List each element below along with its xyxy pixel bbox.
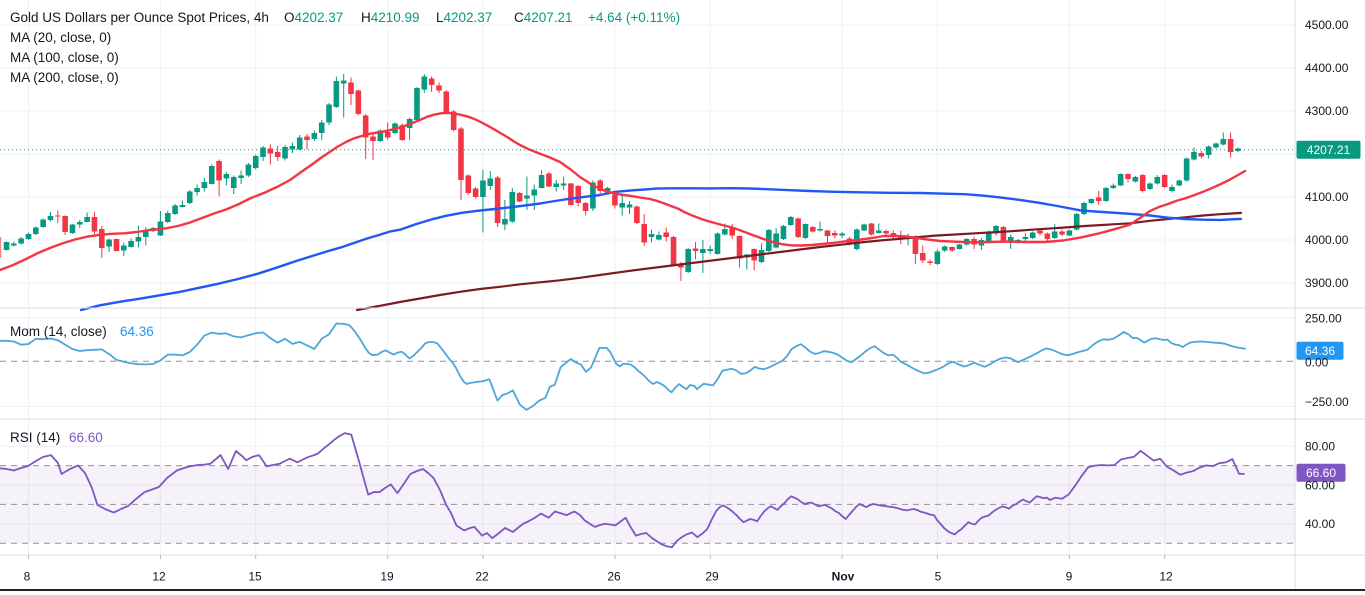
- svg-text:4400.00: 4400.00: [1305, 61, 1349, 75]
- svg-text:Nov: Nov: [832, 570, 855, 584]
- svg-text:4207.21: 4207.21: [1307, 143, 1351, 157]
- svg-text:19: 19: [380, 570, 394, 584]
- svg-text:12: 12: [1159, 570, 1173, 584]
- svg-text:64.36: 64.36: [120, 324, 154, 339]
- svg-text:40.00: 40.00: [1305, 517, 1335, 531]
- svg-text:0.00: 0.00: [1305, 356, 1329, 370]
- svg-text:MA (200, close, 0): MA (200, close, 0): [10, 70, 119, 85]
- svg-text:MA (20, close, 0): MA (20, close, 0): [10, 30, 111, 45]
- svg-text:O4202.37: O4202.37: [284, 10, 343, 25]
- svg-text:22: 22: [475, 570, 489, 584]
- svg-text:29: 29: [705, 570, 719, 584]
- svg-text:66.60: 66.60: [1306, 466, 1336, 480]
- svg-text:5: 5: [935, 570, 942, 584]
- svg-text:26: 26: [607, 570, 621, 584]
- svg-text:66.60: 66.60: [69, 430, 103, 445]
- svg-text:RSI (14): RSI (14): [10, 430, 60, 445]
- svg-text:L4202.37: L4202.37: [436, 10, 492, 25]
- svg-text:Gold US Dollars per Ounce Spot: Gold US Dollars per Ounce Spot Prices, 4…: [10, 10, 269, 25]
- svg-text:80.00: 80.00: [1305, 439, 1335, 453]
- svg-text:MA (100, close, 0): MA (100, close, 0): [10, 50, 119, 65]
- svg-text:12: 12: [152, 570, 166, 584]
- svg-text:Mom (14, close): Mom (14, close): [10, 324, 107, 339]
- svg-text:60.00: 60.00: [1305, 478, 1335, 492]
- svg-text:64.36: 64.36: [1305, 344, 1335, 358]
- svg-text:8: 8: [24, 570, 31, 584]
- svg-text:4500.00: 4500.00: [1305, 18, 1349, 32]
- svg-text:15: 15: [248, 570, 262, 584]
- svg-text:3900.00: 3900.00: [1305, 276, 1349, 290]
- svg-text:9: 9: [1066, 570, 1073, 584]
- svg-text:−250.00: −250.00: [1305, 395, 1349, 409]
- svg-text:C4207.21: C4207.21: [514, 10, 573, 25]
- svg-text:4000.00: 4000.00: [1305, 233, 1349, 247]
- svg-text:H4210.99: H4210.99: [361, 10, 420, 25]
- svg-text:250.00: 250.00: [1305, 311, 1342, 325]
- svg-text:+4.64 (+0.11%): +4.64 (+0.11%): [588, 10, 680, 25]
- svg-text:4100.00: 4100.00: [1305, 190, 1349, 204]
- svg-text:4300.00: 4300.00: [1305, 104, 1349, 118]
